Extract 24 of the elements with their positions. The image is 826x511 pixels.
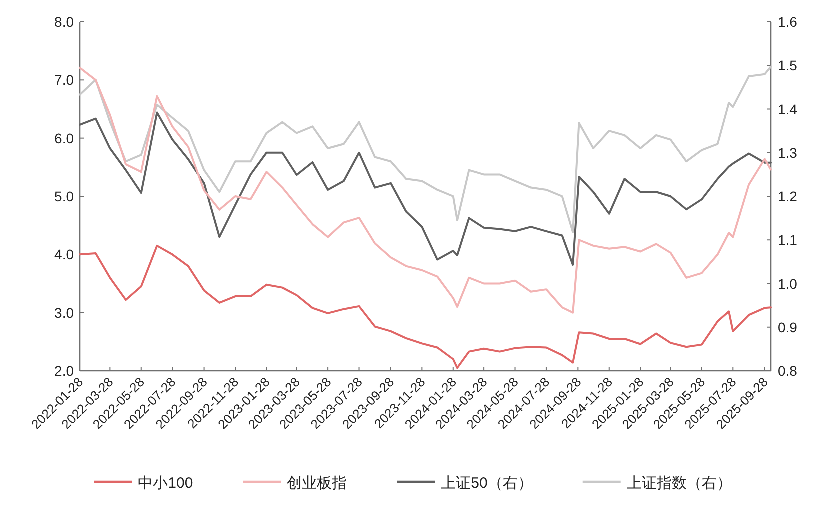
y2-tick-label: 1.6 <box>778 14 798 30</box>
y-tick-label: 3.0 <box>54 304 74 321</box>
legend-label: 上证指数（右） <box>626 475 732 492</box>
legend-label: 创业板指 <box>287 475 348 492</box>
y2-tick-label: 0.9 <box>778 319 798 336</box>
y2-tick-label: 1.5 <box>778 58 798 74</box>
legend-label: 上证50（右） <box>441 475 533 492</box>
y-tick-label: 8.0 <box>54 14 74 30</box>
y-tick-label: 7.0 <box>54 72 74 88</box>
line-series <box>79 66 772 314</box>
y2-tick-label: 0.8 <box>778 363 798 379</box>
line-series <box>79 66 772 234</box>
legend-label: 中小100 <box>138 475 194 492</box>
y-tick-label: 2.0 <box>54 363 74 379</box>
y2-tick-label: 1.0 <box>778 276 798 292</box>
y-tick-label: 4.0 <box>54 246 74 263</box>
y-tick-label: 6.0 <box>54 130 74 146</box>
line-series <box>79 244 772 370</box>
line-series <box>79 112 772 266</box>
y-tick-label: 5.0 <box>54 188 74 204</box>
y2-tick-label: 1.1 <box>778 232 798 248</box>
y2-tick-label: 1.2 <box>778 188 798 204</box>
y2-tick-label: 1.3 <box>778 144 798 161</box>
y2-tick-label: 1.4 <box>778 101 798 118</box>
